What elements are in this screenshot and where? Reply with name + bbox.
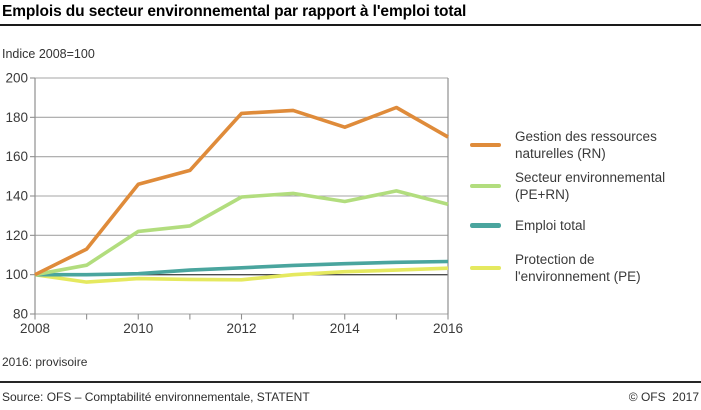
y-tick-label-200: 200 (5, 71, 28, 86)
y-tick-label-120: 120 (5, 228, 28, 243)
y-tick-label-100: 100 (5, 267, 28, 282)
y-tick-label-80: 80 (13, 307, 28, 322)
page-title: Emplois du secteur environnemental par r… (2, 3, 467, 20)
series-line-pe (34, 266, 449, 284)
legend-swatch-total (470, 223, 501, 228)
legend-item-rn: Gestion des ressources naturelles (RN) (470, 128, 701, 162)
index-unit-label: Indice 2008=100 (2, 47, 95, 61)
legend-label-total: Emploi total (515, 218, 586, 233)
legend-item-pe: Protection de l'environnement (PE) (470, 251, 701, 285)
legend-swatch-rn (470, 142, 501, 148)
x-tick-label-2014: 2014 (330, 321, 361, 336)
x-tick-label-2008: 2008 (20, 321, 50, 336)
legend-item-pe_rn: Secteur environnemental (PE+RN) (470, 169, 701, 203)
footer: Source: OFS – Comptabilité environnement… (2, 390, 699, 404)
series-line-total (35, 259, 449, 277)
chart-legend: Gestion des ressources naturelles (RN) Sec… (470, 128, 701, 285)
source-text: Source: OFS – Comptabilité environnement… (2, 390, 310, 404)
y-tick-label-180: 180 (5, 110, 28, 125)
legend-swatch-pe (470, 265, 501, 271)
y-tick-label-140: 140 (5, 189, 28, 204)
legend-item-total: Emploi total (470, 217, 701, 234)
x-tick-label-2016: 2016 (433, 321, 463, 336)
footer-rule (0, 381, 701, 383)
series-line-rn (34, 105, 449, 277)
footnote: 2016: provisoire (2, 355, 88, 369)
legend-label-pe_rn: Secteur environnemental (PE+RN) (515, 170, 666, 202)
legend-label-pe: Protection de l'environnement (PE) (515, 252, 641, 284)
title-rule (0, 24, 701, 26)
x-tick-label-2010: 2010 (123, 321, 153, 336)
copyright-text: © OFS 2017 (628, 390, 699, 404)
y-tick-label-160: 160 (5, 149, 28, 164)
legend-label-rn: Gestion des ressources naturelles (RN) (515, 129, 657, 161)
legend-swatch-pe_rn (470, 183, 501, 189)
x-tick-label-2012: 2012 (226, 321, 256, 336)
series-line-pe_rn (34, 189, 449, 277)
